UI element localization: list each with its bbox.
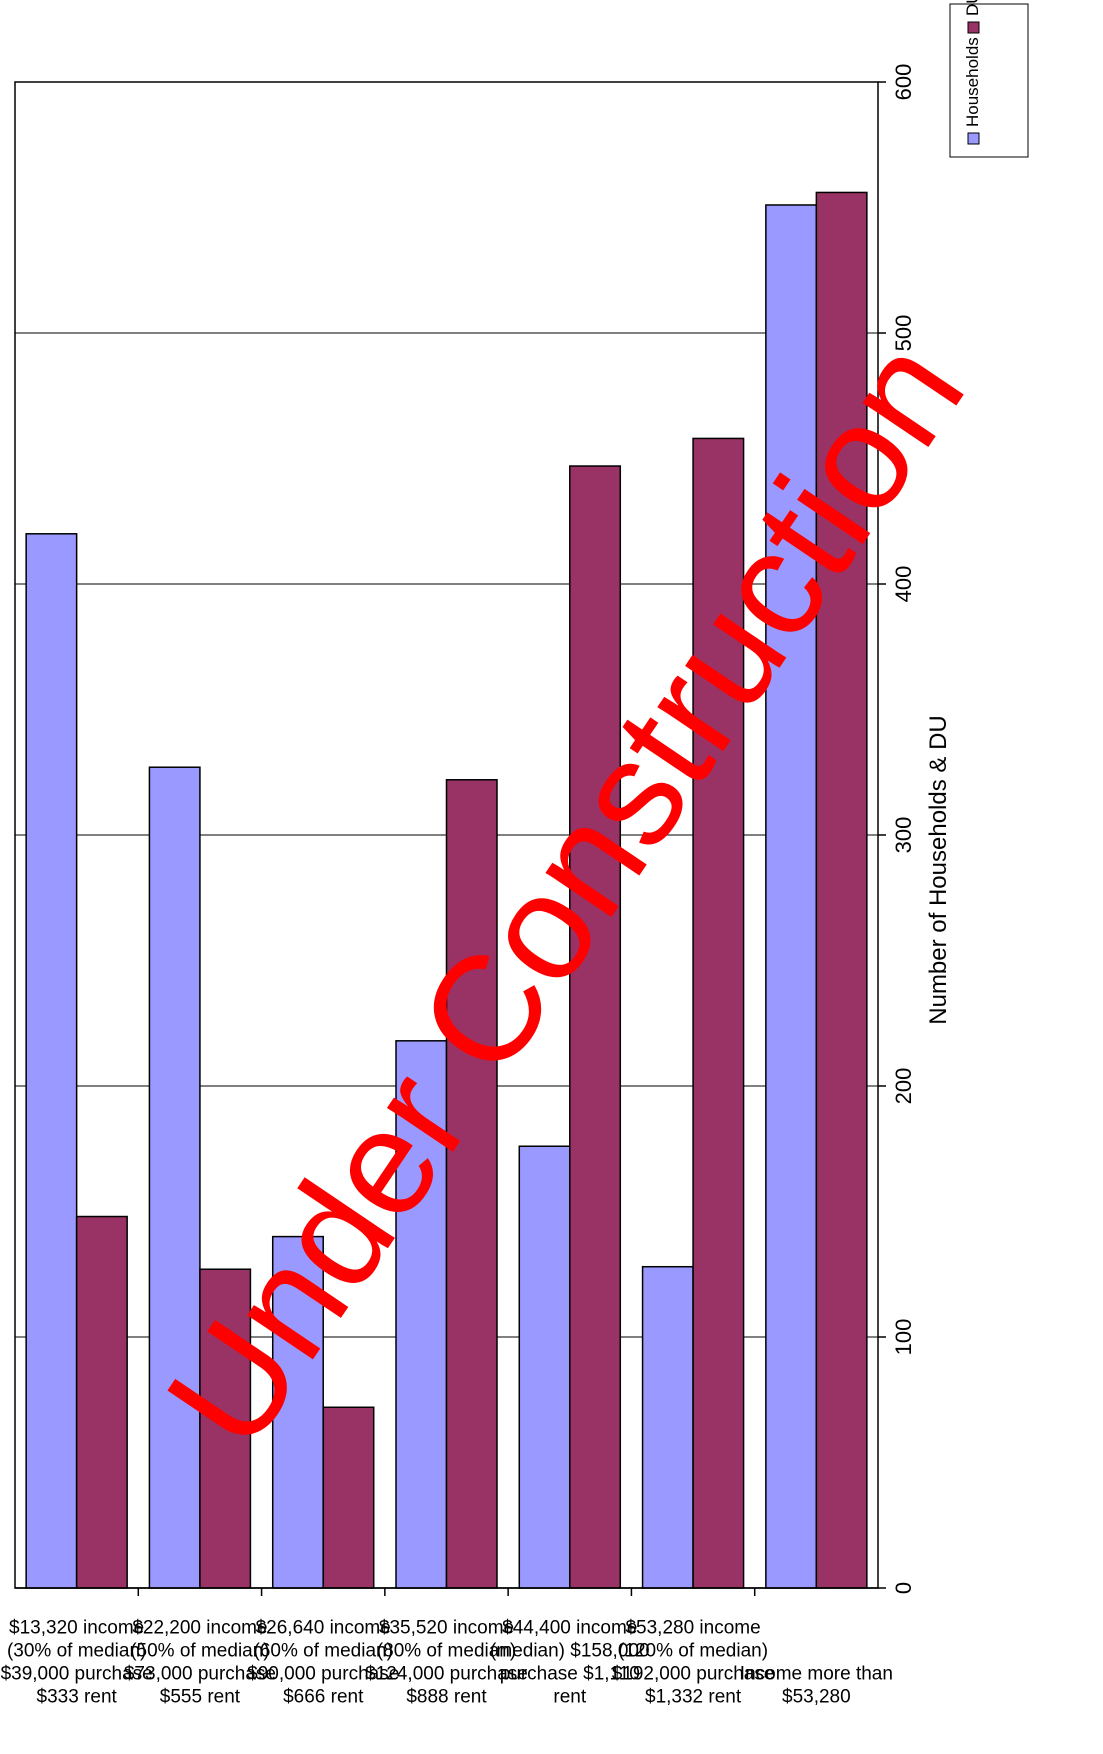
category-label-line: $35,520 income: [379, 1618, 514, 1639]
category-label-line: (30% of median): [7, 1641, 146, 1662]
value-tick-label: 600: [891, 64, 916, 101]
bar-households: [518, 1145, 571, 1589]
category-label-line: $666 rent: [283, 1687, 364, 1708]
category-label: $44,400 income(median) $158,000purchase …: [490, 1618, 650, 1708]
category-label-line: $90,000 purchase: [247, 1664, 399, 1685]
category-label-line: $1,332 rent: [645, 1687, 742, 1708]
legend: Households DU: [949, 0, 1029, 158]
category-label: Income more than$53,280: [740, 1664, 893, 1708]
category-label-line: $26,640 income: [256, 1618, 391, 1639]
category-label-line: (120% of median): [618, 1641, 768, 1662]
category-label-line: rent: [553, 1687, 586, 1708]
category-label-line: $73,000 purchase: [124, 1664, 276, 1685]
category-label-line: $53,280 income: [625, 1618, 760, 1639]
bar-households: [148, 766, 201, 1589]
category-label: $13,320 income(30% of median)$39,000 pur…: [1, 1618, 153, 1708]
y-axis-title: Number of Households & DU: [925, 715, 952, 1024]
category-label-line: $53,280: [782, 1687, 851, 1708]
category-label: $26,640 income(60% of median)$90,000 pur…: [247, 1618, 399, 1708]
category-label-line: $22,200 income: [132, 1618, 267, 1639]
category-label-line: $555 rent: [160, 1687, 241, 1708]
value-axis: 0 100 200 300 400 500 600: [878, 64, 916, 1594]
category-label: $35,520 income(80% of median)$124,000 pu…: [365, 1618, 528, 1708]
rotated-chart: 0 100 200 300 400 500 600 $13,320 income(30% o…: [1, 0, 1029, 1708]
category-label-line: (50% of median): [130, 1641, 269, 1662]
bar-households: [641, 1265, 694, 1589]
legend-swatch: [967, 21, 980, 34]
value-tick-label: 0: [891, 1582, 916, 1594]
value-tick-label: 400: [891, 566, 916, 603]
bars: [25, 191, 868, 1589]
category-label-line: $13,320 income: [9, 1618, 144, 1639]
category-label-line: Income more than: [740, 1664, 893, 1685]
category-axis: $13,320 income(30% of median)$39,000 pur…: [1, 1587, 893, 1708]
value-tick-label: 500: [891, 315, 916, 352]
category-label-line: $44,400 income: [502, 1618, 637, 1639]
legend-label: DU: [963, 0, 982, 16]
category-label-line: (median) $158,000: [490, 1641, 650, 1662]
bar-du: [322, 1406, 375, 1589]
value-tick-label: 300: [891, 817, 916, 854]
category-label-line: $39,000 purchase: [1, 1664, 153, 1685]
bar-households: [25, 533, 78, 1589]
category-label-line: (80% of median): [377, 1641, 516, 1662]
category-label: $22,200 income(50% of median)$73,000 pur…: [124, 1618, 276, 1708]
category-label-line: purchase $1,110: [500, 1664, 640, 1685]
bar-du: [75, 1215, 128, 1589]
category-label-line: (60% of median): [254, 1641, 393, 1662]
category-label: $53,280 income(120% of median)$192,000 p…: [612, 1618, 775, 1708]
value-tick-label: 100: [891, 1319, 916, 1356]
legend-box: [949, 3, 1029, 158]
category-label-line: $124,000 purchase: [365, 1664, 528, 1685]
legend-swatch: [967, 132, 980, 145]
bar-du: [569, 465, 622, 1589]
legend-label: Households: [963, 37, 982, 127]
category-label-line: $888 rent: [406, 1687, 487, 1708]
category-label-line: $192,000 purchase: [612, 1664, 775, 1685]
value-tick-label: 200: [891, 1068, 916, 1105]
category-label-line: $333 rent: [36, 1687, 117, 1708]
